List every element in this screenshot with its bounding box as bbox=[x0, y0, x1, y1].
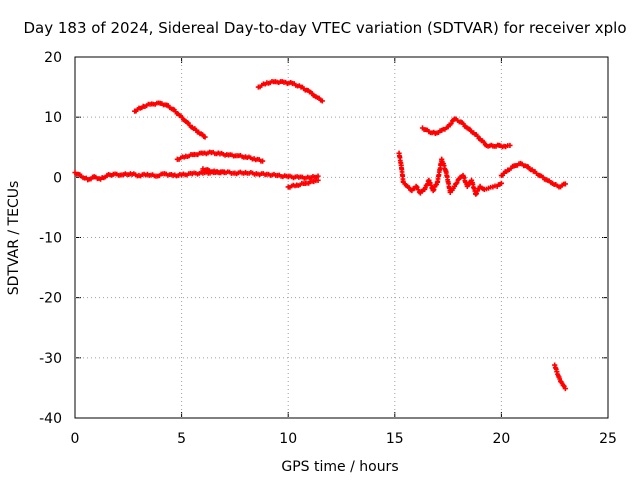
plot-border bbox=[74, 56, 609, 419]
series-1 bbox=[72, 169, 321, 183]
y-tick-label: 10 bbox=[44, 110, 62, 126]
y-tick-label: 20 bbox=[44, 50, 62, 66]
data-point bbox=[498, 180, 504, 186]
x-tick-label: 25 bbox=[599, 431, 617, 447]
series-2 bbox=[285, 177, 321, 190]
data-point-dense bbox=[454, 180, 460, 186]
data-point bbox=[221, 169, 227, 176]
y-tick-label: -30 bbox=[39, 351, 62, 367]
series-9 bbox=[498, 160, 568, 190]
y-tick-label: 0 bbox=[53, 170, 62, 186]
data-point bbox=[507, 142, 513, 149]
data-point bbox=[260, 158, 266, 164]
data-point-dense bbox=[431, 187, 437, 193]
data-point bbox=[319, 98, 325, 104]
data-point-dense bbox=[474, 191, 480, 196]
series-3 bbox=[132, 100, 208, 140]
y-tick-label: -10 bbox=[39, 231, 62, 247]
y-axis-label: SDTVAR / TECUs bbox=[6, 181, 22, 296]
data-points bbox=[72, 78, 568, 392]
x-tick-label: 0 bbox=[71, 431, 80, 447]
plot-frame bbox=[74, 56, 609, 419]
x-tick-label: 5 bbox=[177, 431, 186, 447]
data-point-dense bbox=[406, 185, 412, 190]
series-5 bbox=[174, 149, 266, 164]
series-6 bbox=[200, 166, 227, 176]
data-point-dense bbox=[414, 184, 420, 190]
data-point-dense bbox=[465, 182, 471, 188]
data-point-dense bbox=[448, 121, 454, 126]
series-7 bbox=[419, 116, 513, 150]
x-axis-label: GPS time / hours bbox=[281, 459, 398, 475]
series-8 bbox=[396, 150, 504, 197]
y-tick-label: -20 bbox=[39, 291, 62, 307]
data-point-dense bbox=[481, 139, 487, 145]
data-point bbox=[562, 385, 568, 392]
data-point bbox=[562, 181, 568, 187]
data-point bbox=[315, 177, 321, 183]
series-10 bbox=[552, 362, 568, 392]
chart-title: Day 183 of 2024, Sidereal Day-to-day VTE… bbox=[23, 19, 626, 37]
series-4 bbox=[255, 78, 325, 104]
x-tick-label: 15 bbox=[386, 431, 404, 447]
x-tick-label: 10 bbox=[279, 431, 297, 447]
x-tick-label: 20 bbox=[492, 431, 510, 447]
tick-labels: 0 5 10 15 20 25 -40 -30 -20 -10 0 10 20 bbox=[39, 50, 617, 447]
data-point bbox=[202, 134, 208, 140]
grid bbox=[75, 57, 608, 418]
y-tick-label: -40 bbox=[39, 411, 62, 427]
